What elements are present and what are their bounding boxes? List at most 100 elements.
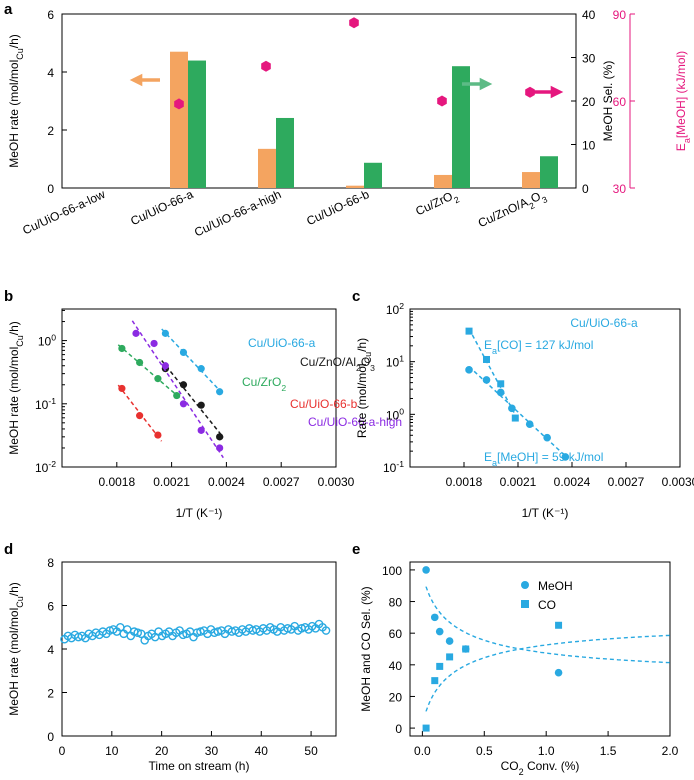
legend-marker-meoh bbox=[521, 581, 529, 589]
data-point-b bbox=[118, 384, 126, 393]
x-axis-label-d: Time on stream (h) bbox=[149, 759, 250, 773]
far-tick-label-a: 90 bbox=[613, 8, 627, 22]
axes-d: 0 10 20 30 40 50 0 2 4 6 8 bbox=[47, 556, 318, 758]
plot-frame-b bbox=[61, 308, 337, 468]
x-tick-label-d: 10 bbox=[105, 744, 119, 758]
co-point-e bbox=[446, 653, 454, 661]
axes-b: 0.0018 0.0021 0.0024 0.0027 0.0030 10-2 10-1 10… bbox=[35, 309, 355, 489]
x-tick-label-d: 20 bbox=[155, 744, 169, 758]
data-point-b bbox=[154, 375, 162, 383]
series-e bbox=[422, 566, 671, 732]
right-tick-label-a: 40 bbox=[582, 8, 596, 22]
x-tick-label-c: 0.0030 bbox=[662, 475, 694, 489]
plot-frame-a bbox=[61, 13, 577, 189]
category-label-a: Cu/UiO-66-b bbox=[304, 187, 371, 228]
legend-e: MeOH CO bbox=[521, 579, 573, 612]
category-label-a: Cu/UiO-66-a-high bbox=[192, 187, 283, 239]
category-label-a: Cu/ZnO/A2O3 bbox=[476, 187, 549, 234]
category-label-a: Cu/ZrO2 bbox=[413, 187, 461, 222]
data-point-b bbox=[197, 401, 205, 409]
y-axis-label-c: Rate (mol/molCu/h) bbox=[355, 338, 373, 438]
rate-bar bbox=[258, 148, 276, 188]
selectivity-bar bbox=[452, 66, 470, 188]
x-axis-label-e: CO2 Conv. (%) bbox=[501, 759, 580, 775]
y-tick-label-e: 60 bbox=[389, 627, 403, 641]
right-tick-label-a: 0 bbox=[582, 182, 589, 196]
meoh-trend-e bbox=[425, 586, 671, 664]
co-point-c bbox=[465, 327, 473, 335]
far-right-axis-label-a: Ea[MeOH] (kJ/mol) bbox=[674, 51, 692, 151]
panel-label-a: a bbox=[4, 1, 13, 18]
x-tick-label-c: 0.0027 bbox=[608, 475, 645, 489]
meoh-point-c bbox=[561, 453, 570, 461]
fit-line-b bbox=[161, 360, 224, 438]
data-point-b bbox=[136, 358, 144, 367]
meoh-point-e bbox=[435, 627, 444, 636]
ea-hexagon bbox=[437, 95, 447, 107]
far-tick-label-a: 30 bbox=[613, 182, 627, 196]
y-tick-label-b: 10-1 bbox=[35, 396, 56, 412]
y-tick-label-d: 2 bbox=[47, 687, 54, 701]
series-b bbox=[117, 320, 224, 459]
y-axis-label-b: MeOH rate (mol/molCu/h) bbox=[7, 321, 25, 455]
x-tick-label-e: 1.5 bbox=[600, 744, 617, 758]
left-tick-label-a: 0 bbox=[47, 182, 54, 196]
panel-b: 0.0018 0.0021 0.0024 0.0027 0.0030 10-2 10-1 10… bbox=[7, 308, 402, 520]
data-point-b bbox=[216, 444, 224, 452]
x-tick-label-e: 0.5 bbox=[476, 744, 493, 758]
right-tick-label-a: 20 bbox=[582, 95, 596, 109]
panel-label-d: d bbox=[4, 541, 13, 558]
meoh-point-c bbox=[482, 376, 491, 384]
axes-e: 0.0 0.5 1.0 1.5 2.0 0 20 40 60 80 100 bbox=[382, 564, 679, 758]
data-point-b bbox=[136, 412, 144, 420]
meoh-point-e bbox=[422, 566, 430, 574]
x-tick-label-b: 0.0024 bbox=[208, 475, 245, 489]
co-point-e bbox=[555, 621, 563, 629]
y-tick-label-c: 10-1 bbox=[383, 459, 404, 475]
right-axis-label-a: MeOH Sel. (%) bbox=[601, 61, 615, 142]
category-labels-a: Cu/UiO-66-a-low Cu/UiO-66-aCu/UiO-66-a-hi… bbox=[20, 187, 549, 240]
y-axis-label-d: MeOH rate (mol/molCu/h) bbox=[7, 582, 25, 716]
x-axis-label-c: 1/T (K⁻¹) bbox=[522, 506, 569, 520]
x-tick-label-b: 0.0030 bbox=[318, 475, 355, 489]
right-tick-label-a: 10 bbox=[582, 139, 596, 153]
data-point-b bbox=[161, 362, 169, 370]
meoh-point-e bbox=[554, 668, 563, 677]
legend-b: Cu/UiO-66-a Cu/ZnO/Al2O3 Cu/ZrO2 Cu/UiO-66-… bbox=[242, 336, 402, 429]
co-point-c bbox=[497, 380, 505, 388]
legend-entry-b: Cu/ZrO2 bbox=[242, 375, 286, 393]
co-point-c bbox=[483, 355, 490, 363]
co-point-e bbox=[431, 677, 439, 685]
left-tick-label-a: 6 bbox=[47, 8, 54, 22]
right-tick-label-a: 30 bbox=[582, 52, 596, 66]
x-tick-label-d: 50 bbox=[304, 744, 318, 758]
meoh-point-e bbox=[445, 637, 454, 645]
left-axis-a: 0 2 4 6 bbox=[47, 8, 67, 196]
data-point-b bbox=[118, 344, 126, 353]
x-tick-label-e: 0.0 bbox=[414, 744, 431, 758]
stability-point-d bbox=[321, 626, 331, 635]
y-tick-label-b: 10-2 bbox=[35, 459, 56, 475]
legend-label-meoh: MeOH bbox=[538, 579, 573, 593]
panel-c: 0.0018 0.0021 0.0024 0.0027 0.0030 10-1 100 101… bbox=[355, 301, 694, 520]
x-tick-label-b: 0.0027 bbox=[263, 475, 300, 489]
y-tick-label-c: 102 bbox=[386, 301, 404, 317]
right-axis-a: 0 10 20 30 40 bbox=[571, 8, 596, 196]
data-point-b bbox=[216, 388, 224, 396]
rate-bar bbox=[346, 185, 364, 188]
x-tick-label-d: 30 bbox=[205, 744, 219, 758]
data-point-b bbox=[179, 348, 188, 357]
data-point-b bbox=[179, 400, 188, 408]
legend-entry-b: Cu/UiO-66-b bbox=[290, 397, 358, 411]
y-axis-label-e: MeOH and CO Sel. (%) bbox=[359, 586, 373, 711]
axes-c: 0.0018 0.0021 0.0024 0.0027 0.0030 10-1 100 101… bbox=[383, 301, 694, 489]
legend-entry-b: Cu/UiO-66-a-high bbox=[308, 415, 402, 429]
rate-bar bbox=[170, 51, 188, 189]
selectivity-bar bbox=[188, 60, 206, 188]
far-right-axis-a: 30 60 90 bbox=[613, 8, 635, 196]
fit-line-b bbox=[161, 328, 224, 395]
y-tick-label-e: 40 bbox=[389, 659, 403, 673]
data-point-b bbox=[179, 381, 188, 389]
